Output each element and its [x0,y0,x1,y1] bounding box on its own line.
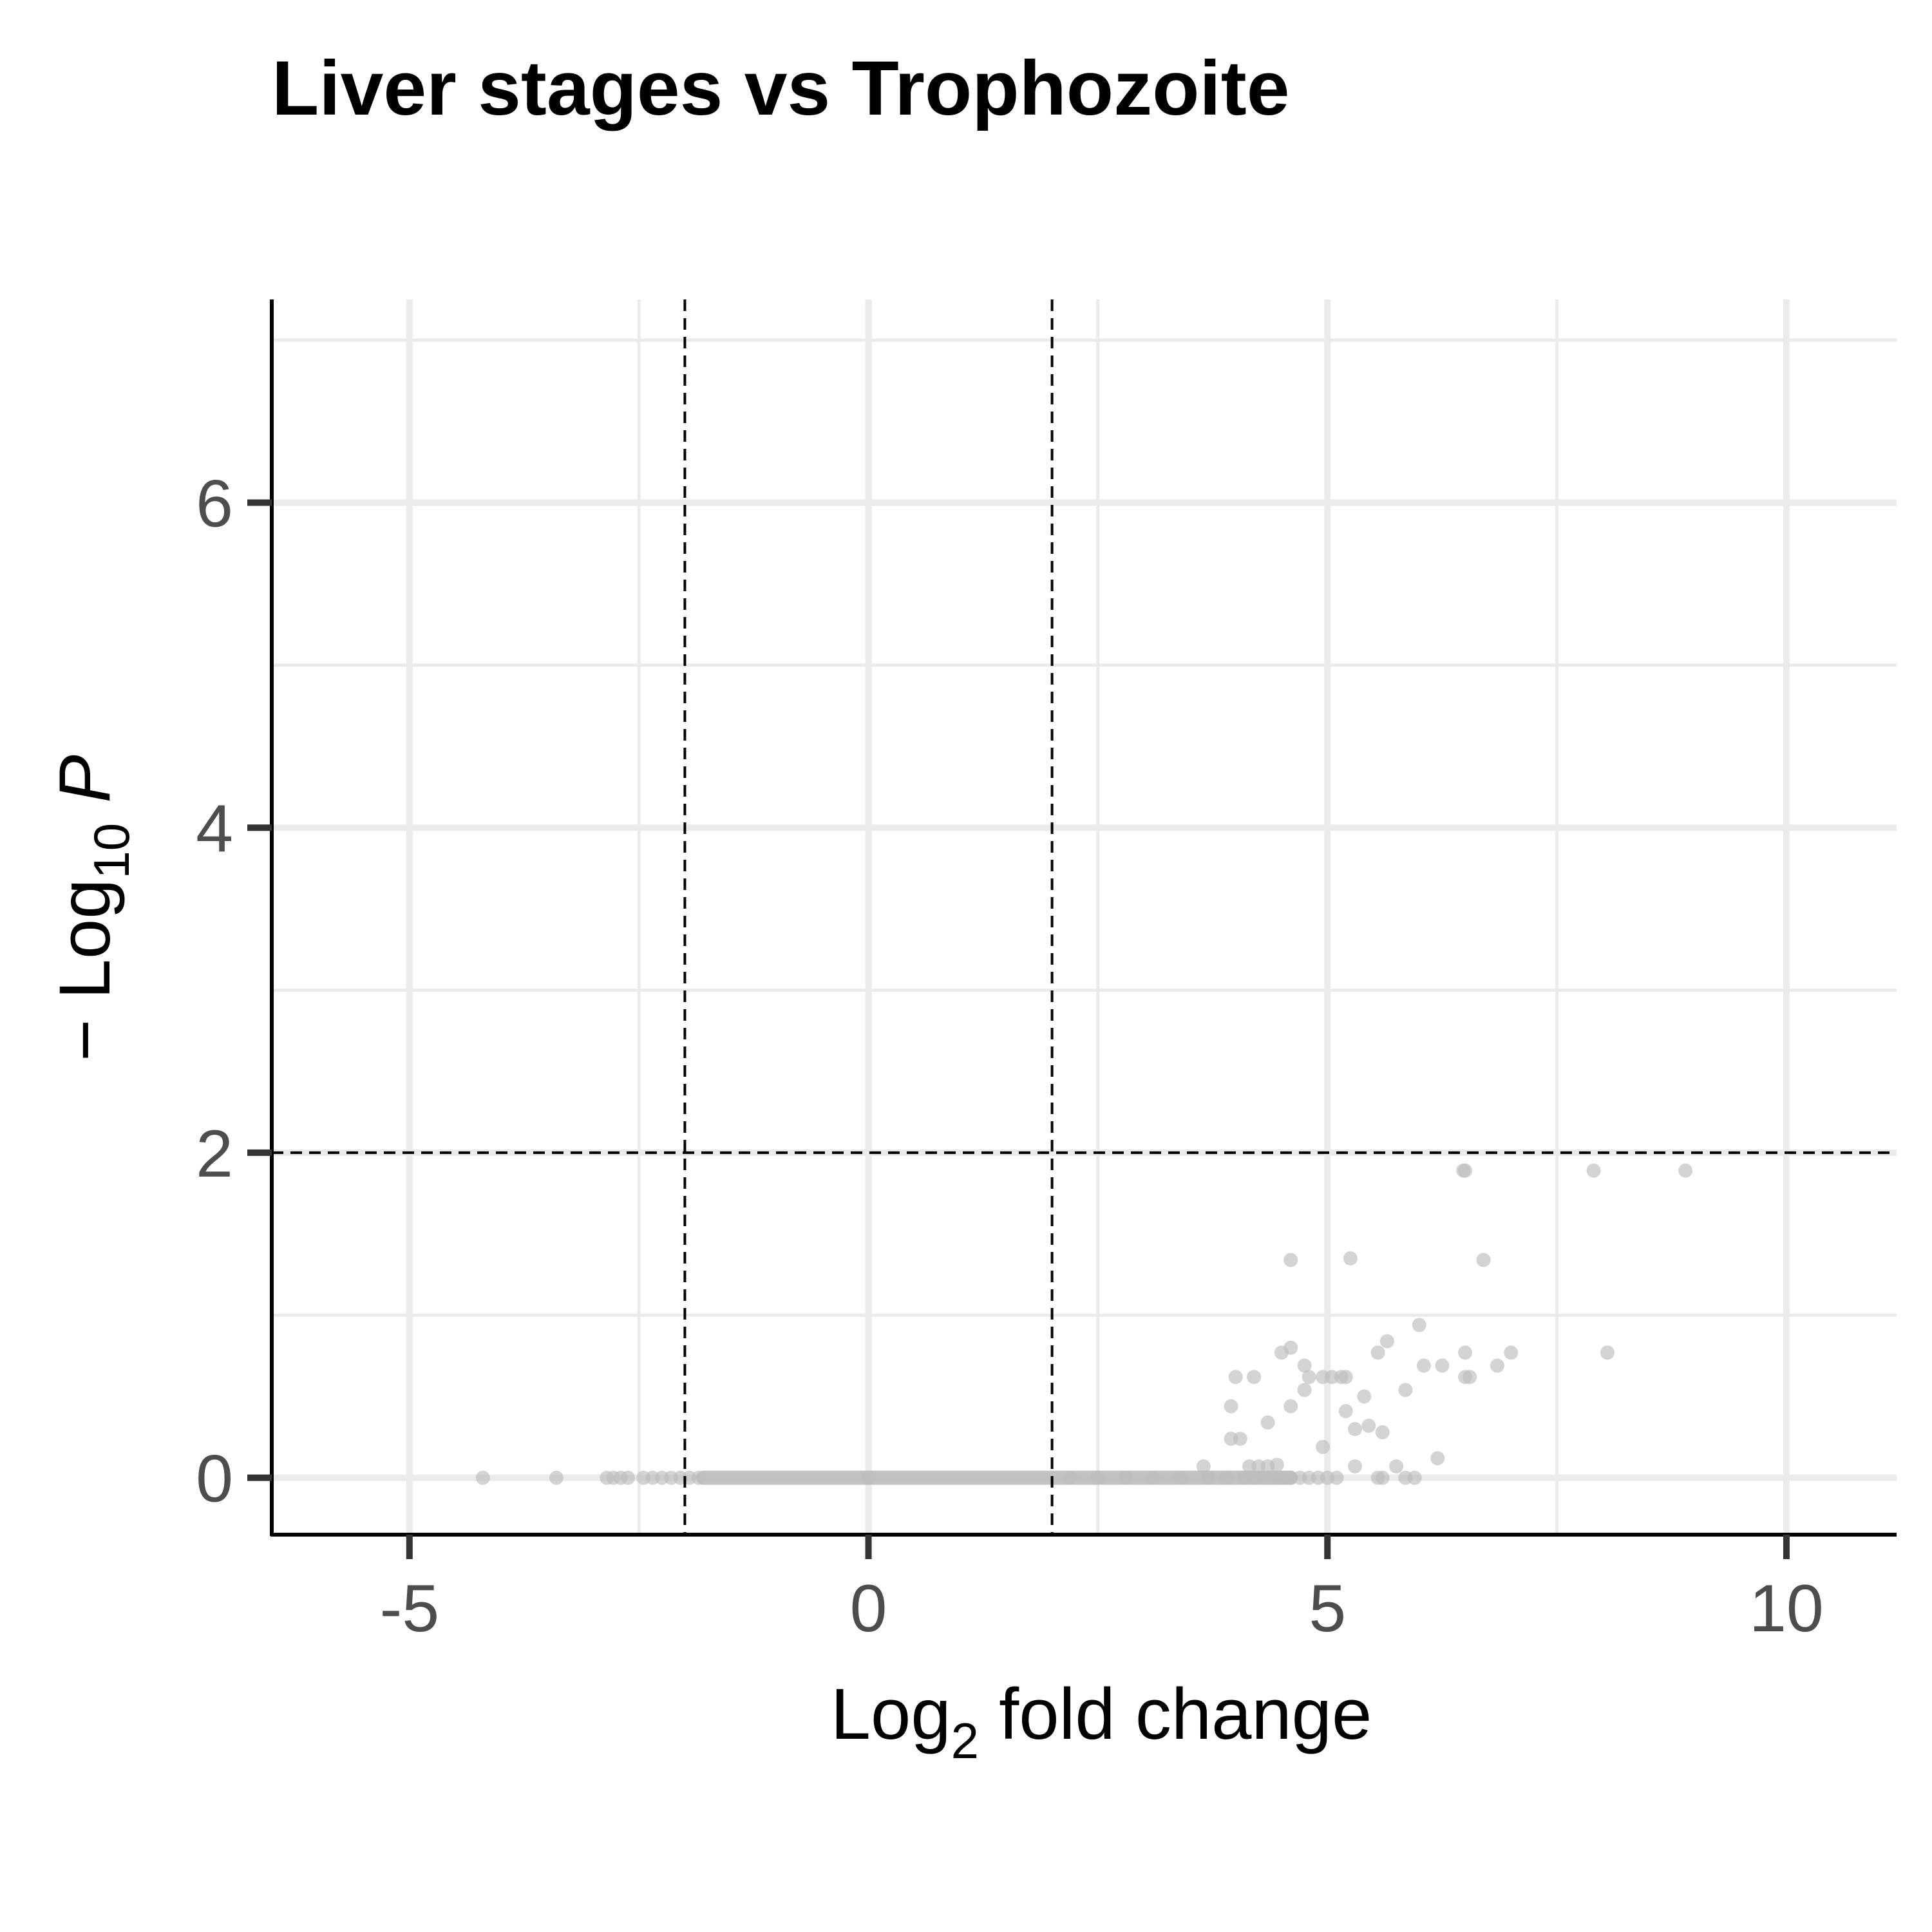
data-point [1146,1470,1160,1485]
data-point [1379,1334,1394,1349]
data-point [1233,1432,1247,1446]
data-point [1504,1345,1519,1360]
data-point [1338,1370,1353,1385]
y-tick-label: 2 [196,1117,233,1191]
data-point [1228,1370,1243,1385]
tick-labels: -5 0 5 10 0 2 4 6 [196,466,1824,1646]
data-point [1338,1404,1353,1419]
data-point [1586,1163,1601,1178]
data-point [1435,1358,1450,1373]
data-point [1412,1318,1426,1332]
data-point [861,1470,876,1485]
y-axis-title: − Log10 P [44,755,140,1061]
data-point [1063,1470,1078,1485]
data-point [1200,1470,1215,1485]
y-tick-label: 4 [196,791,233,866]
x-tick-label: 10 [1749,1571,1824,1646]
data-point [1269,1457,1284,1472]
data-point [1297,1358,1312,1373]
data-point [1219,1470,1234,1485]
y-axis-title-italic: P [44,755,125,823]
data-point [1430,1451,1445,1466]
x-axis-title-rest: fold change [979,1674,1372,1754]
data-point [1375,1470,1390,1485]
chart-title: Liver stages vs Trophozoite [272,45,1289,131]
data-point [1283,1399,1298,1414]
data-point [1283,1340,1298,1355]
grid-major [272,299,1897,1535]
data-point [1398,1470,1413,1485]
grid-minor [272,299,1897,1535]
axes [270,299,1897,1537]
y-axis-title-sub: 10 [83,823,140,879]
data-point [1279,1470,1294,1485]
data-point [1370,1345,1385,1360]
data-point [549,1470,564,1485]
data-point [1476,1253,1491,1267]
x-axis-title-base: Log [831,1674,951,1754]
data-point [1343,1251,1358,1265]
x-tick-label: 0 [850,1571,887,1646]
data-point [1173,1470,1188,1485]
data-point [1247,1370,1262,1385]
data-point [1329,1470,1344,1485]
data-point [475,1470,490,1485]
data-point [1118,1470,1133,1485]
data-point [1260,1415,1275,1430]
data-point [1416,1358,1431,1373]
data-point [1316,1439,1331,1454]
data-point [1600,1345,1615,1360]
x-tick-label: -5 [380,1571,439,1646]
x-tick-label: 5 [1309,1571,1346,1646]
data-point [1490,1358,1504,1373]
y-axis-title-prefix: − Log [44,879,125,1061]
data-point [1361,1418,1376,1433]
x-axis-title: Log2 fold change [831,1674,1372,1769]
data-point [1196,1459,1211,1474]
data-point [1302,1370,1316,1385]
data-point [1458,1370,1473,1385]
data-point [1678,1163,1693,1178]
data-point [1456,1163,1471,1178]
data-points [475,1163,1693,1485]
y-tick-label: 0 [196,1442,233,1517]
data-point [1224,1399,1238,1414]
data-point [691,1470,706,1485]
data-point [1348,1459,1362,1474]
data-point [1090,1470,1105,1485]
data-point [1375,1425,1390,1440]
y-tick-label: 6 [196,466,233,541]
data-point [1398,1383,1413,1397]
data-point [1283,1253,1298,1267]
tick-marks [247,499,1790,1559]
data-point [1389,1459,1404,1474]
data-point [1458,1345,1473,1360]
data-point [1348,1421,1362,1436]
data-point [1297,1383,1312,1397]
data-point [1357,1389,1372,1404]
x-axis-title-sub: 2 [951,1712,979,1769]
threshold-lines [272,299,1897,1535]
data-point [621,1470,636,1485]
